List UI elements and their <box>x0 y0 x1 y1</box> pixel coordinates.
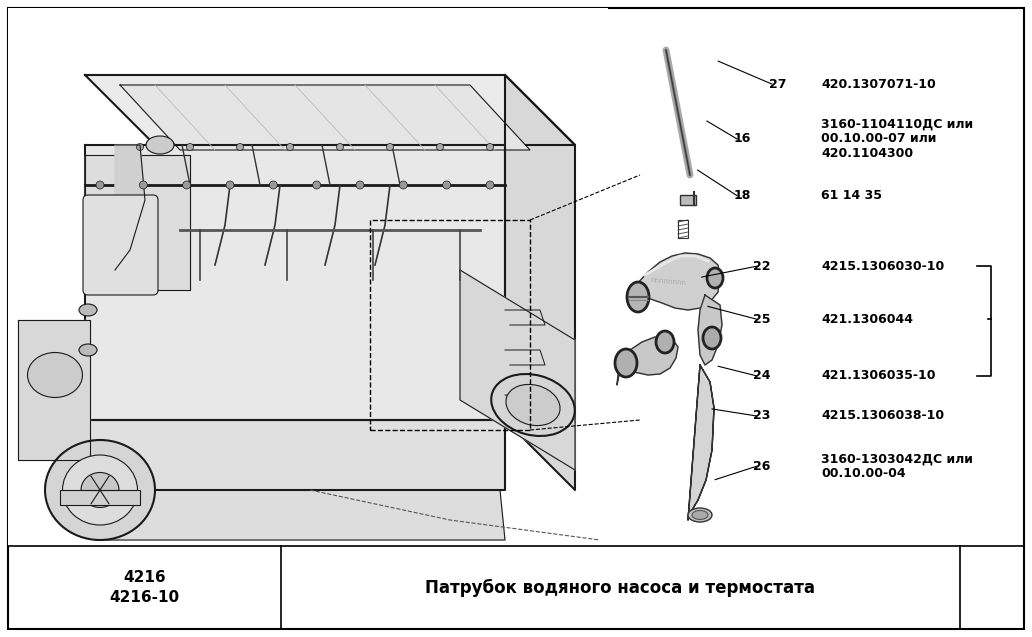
Circle shape <box>437 143 444 150</box>
Circle shape <box>399 181 408 189</box>
Circle shape <box>387 143 393 150</box>
Circle shape <box>336 143 344 150</box>
Text: 4215.1306030-10: 4215.1306030-10 <box>821 260 944 273</box>
Ellipse shape <box>79 304 97 316</box>
FancyBboxPatch shape <box>83 195 158 295</box>
Polygon shape <box>85 155 190 290</box>
Ellipse shape <box>506 384 560 426</box>
Polygon shape <box>85 420 505 490</box>
Ellipse shape <box>703 327 721 349</box>
Ellipse shape <box>627 282 649 312</box>
Circle shape <box>486 143 493 150</box>
Text: 3160-1104110ДС или
00.10.00-07 или
420.1104300: 3160-1104110ДС или 00.10.00-07 или 420.1… <box>821 117 973 161</box>
Text: 26: 26 <box>753 460 770 473</box>
Circle shape <box>96 181 104 189</box>
Circle shape <box>183 181 191 189</box>
Ellipse shape <box>692 510 708 520</box>
Bar <box>8 8 608 547</box>
Text: 18: 18 <box>734 189 750 202</box>
Circle shape <box>269 181 278 189</box>
Ellipse shape <box>656 331 674 353</box>
Circle shape <box>313 181 321 189</box>
Circle shape <box>287 143 293 150</box>
Bar <box>680 195 696 205</box>
Polygon shape <box>460 270 575 470</box>
Ellipse shape <box>63 455 137 525</box>
Polygon shape <box>85 75 575 145</box>
Polygon shape <box>688 365 714 520</box>
Text: 421.1306035-10: 421.1306035-10 <box>821 369 936 382</box>
Ellipse shape <box>707 268 723 288</box>
Text: 22: 22 <box>753 260 770 273</box>
Polygon shape <box>120 85 530 150</box>
Ellipse shape <box>28 352 83 397</box>
Polygon shape <box>115 145 146 270</box>
Text: 4216-10: 4216-10 <box>109 590 180 605</box>
Text: 421.1306044: 421.1306044 <box>821 313 913 326</box>
Polygon shape <box>628 253 720 310</box>
Polygon shape <box>18 320 90 460</box>
Ellipse shape <box>45 440 155 540</box>
Text: 25: 25 <box>753 313 770 326</box>
Text: 420.1307071-10: 420.1307071-10 <box>821 78 936 90</box>
Circle shape <box>136 143 143 150</box>
Polygon shape <box>505 75 575 490</box>
Text: nnnnnnnn: nnnnnnnn <box>650 278 686 287</box>
Ellipse shape <box>491 374 575 436</box>
Circle shape <box>356 181 364 189</box>
Bar <box>60 490 140 505</box>
Ellipse shape <box>146 136 174 154</box>
Text: 4216: 4216 <box>123 570 166 585</box>
Circle shape <box>139 181 148 189</box>
Polygon shape <box>698 295 722 365</box>
Polygon shape <box>90 490 505 540</box>
Text: 61 14 35: 61 14 35 <box>821 189 882 202</box>
Text: 16: 16 <box>734 132 750 145</box>
Ellipse shape <box>80 473 119 508</box>
Circle shape <box>236 143 244 150</box>
Text: 4215.1306038-10: 4215.1306038-10 <box>821 410 944 422</box>
Bar <box>678 220 688 238</box>
Circle shape <box>226 181 234 189</box>
Bar <box>370 220 530 430</box>
Text: 24: 24 <box>753 369 770 382</box>
Polygon shape <box>617 337 678 385</box>
Circle shape <box>486 181 494 189</box>
Polygon shape <box>85 145 505 420</box>
Ellipse shape <box>688 508 712 522</box>
Text: Патрубок водяного насоса и термостата: Патрубок водяного насоса и термостата <box>425 578 815 597</box>
Ellipse shape <box>615 349 637 377</box>
Text: 3160-1303042ДС или
00.10.00-04: 3160-1303042ДС или 00.10.00-04 <box>821 452 973 480</box>
Circle shape <box>187 143 194 150</box>
Circle shape <box>443 181 451 189</box>
Text: 23: 23 <box>753 410 770 422</box>
Ellipse shape <box>79 344 97 356</box>
Text: 27: 27 <box>769 78 786 90</box>
